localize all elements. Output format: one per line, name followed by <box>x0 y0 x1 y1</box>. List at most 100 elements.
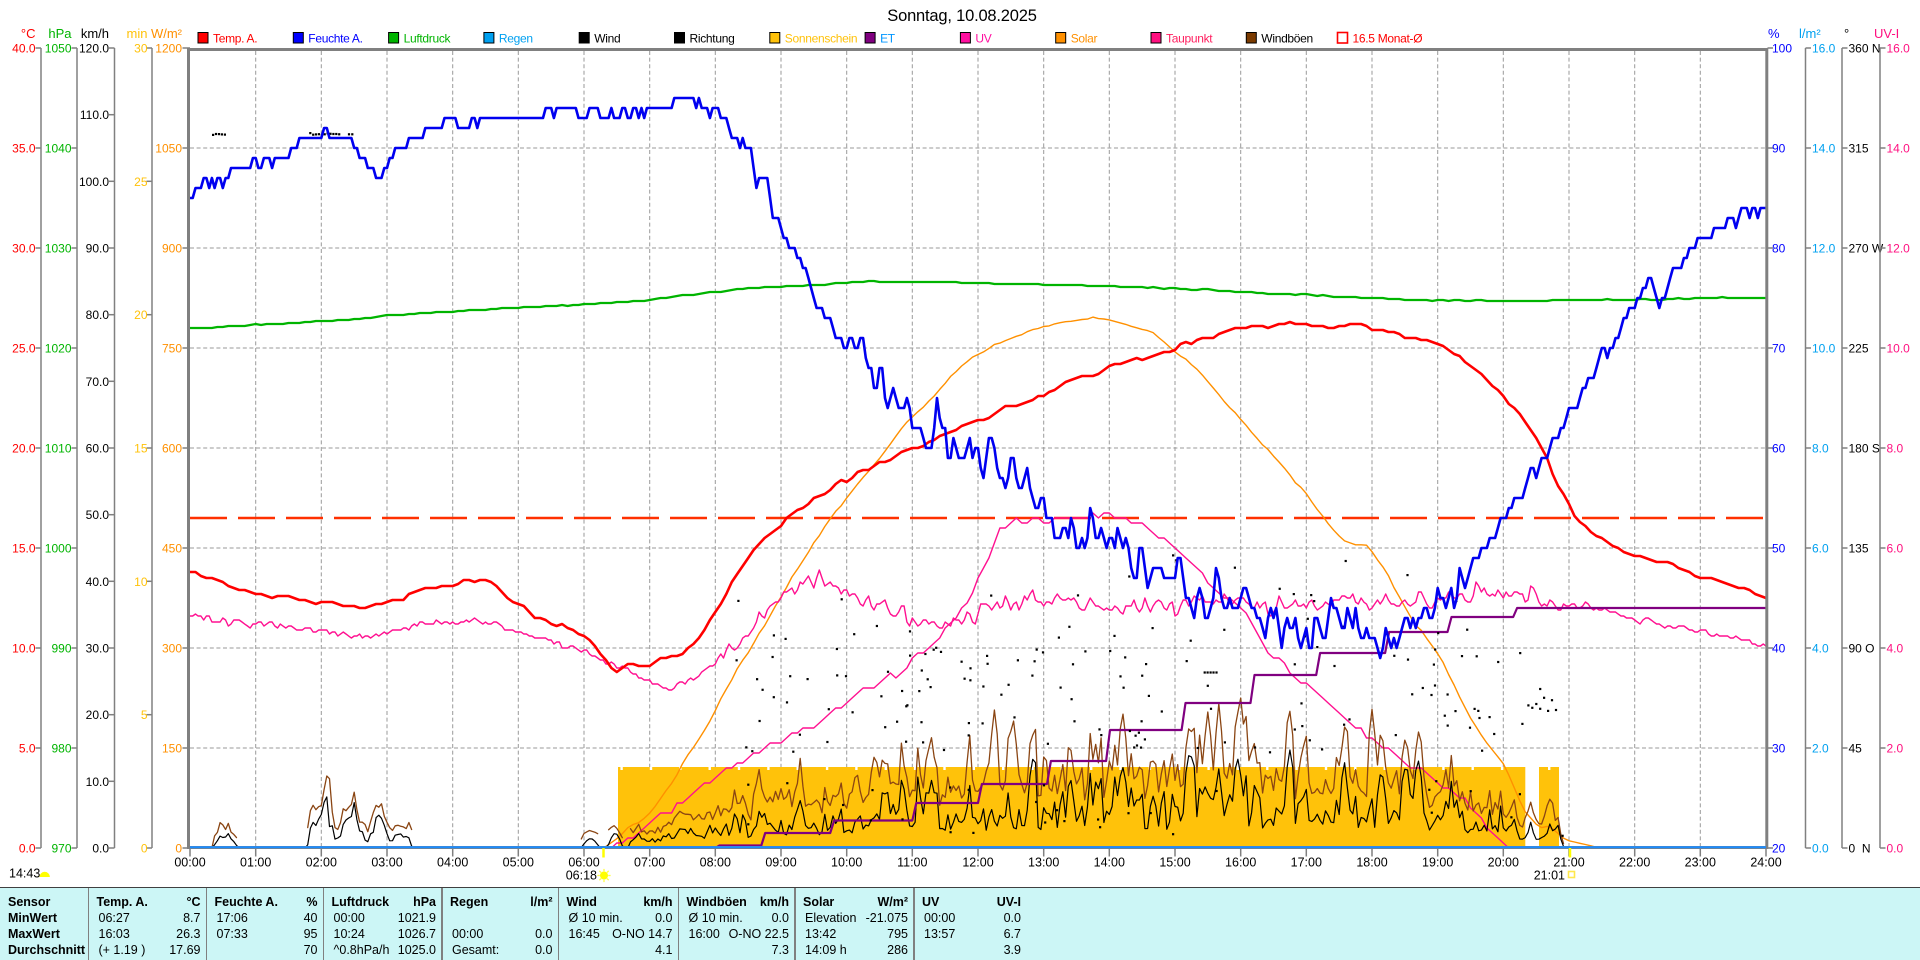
svg-text:06:00: 06:00 <box>568 856 599 870</box>
svg-text:22:00: 22:00 <box>1619 856 1650 870</box>
svg-text:110.0: 110.0 <box>80 108 109 122</box>
svg-text:10:00: 10:00 <box>831 856 862 870</box>
svg-text:970: 970 <box>51 842 71 856</box>
svg-text:1050: 1050 <box>155 142 182 156</box>
svg-text:°: ° <box>1844 26 1849 41</box>
svg-text:15.0: 15.0 <box>12 542 36 556</box>
svg-text:10: 10 <box>134 575 148 589</box>
svg-text:30: 30 <box>134 42 148 56</box>
svg-text:4.0: 4.0 <box>1812 642 1829 656</box>
svg-text:11:00: 11:00 <box>897 856 927 870</box>
svg-text:80.0: 80.0 <box>86 308 110 322</box>
svg-text:1030: 1030 <box>45 242 72 256</box>
svg-text:15: 15 <box>134 442 148 456</box>
svg-text:Luftdruck: Luftdruck <box>404 32 452 46</box>
svg-text:8.0: 8.0 <box>1812 442 1829 456</box>
svg-text:20:00: 20:00 <box>1488 856 1519 870</box>
svg-text:01:00: 01:00 <box>240 856 271 870</box>
svg-text:90.0: 90.0 <box>86 242 110 256</box>
svg-text:16.0: 16.0 <box>1812 42 1836 56</box>
svg-text:02:00: 02:00 <box>306 856 337 870</box>
svg-text:UV: UV <box>975 32 991 46</box>
svg-text:19:00: 19:00 <box>1422 856 1453 870</box>
svg-text:1010: 1010 <box>45 442 72 456</box>
svg-text:25: 25 <box>134 175 148 189</box>
svg-text:16.0: 16.0 <box>1887 42 1911 56</box>
svg-text:20.0: 20.0 <box>12 442 36 456</box>
svg-text:09:00: 09:00 <box>765 856 796 870</box>
svg-text:10.0: 10.0 <box>1812 342 1836 356</box>
svg-text:80: 80 <box>1772 242 1786 256</box>
svg-text:Temp. A.: Temp. A. <box>213 32 257 46</box>
svg-text:6.0: 6.0 <box>1887 542 1904 556</box>
svg-text:12:00: 12:00 <box>962 856 993 870</box>
svg-text:Sonntag, 10.08.2025: Sonntag, 10.08.2025 <box>887 7 1036 25</box>
svg-text:21:00: 21:00 <box>1553 856 1584 870</box>
svg-text:25.0: 25.0 <box>12 342 36 356</box>
svg-text:Taupunkt: Taupunkt <box>1166 32 1213 46</box>
svg-text:ET: ET <box>880 32 896 46</box>
svg-text:km/h: km/h <box>81 26 109 41</box>
svg-text:1000: 1000 <box>45 542 72 556</box>
svg-text:10.0: 10.0 <box>1887 342 1911 356</box>
svg-text:Wind: Wind <box>594 32 620 46</box>
svg-text:20: 20 <box>1772 842 1786 856</box>
svg-text:120.0: 120.0 <box>79 42 109 56</box>
svg-text:Regen: Regen <box>499 32 533 46</box>
svg-text:15:00: 15:00 <box>1159 856 1190 870</box>
svg-text:13:00: 13:00 <box>1028 856 1059 870</box>
svg-text:20: 20 <box>134 308 148 322</box>
svg-text:°C: °C <box>21 26 36 41</box>
svg-text:30: 30 <box>1772 742 1786 756</box>
svg-text:0.0: 0.0 <box>1887 842 1904 856</box>
svg-text:40: 40 <box>1772 642 1786 656</box>
svg-text:900: 900 <box>162 242 182 256</box>
svg-text:Richtung: Richtung <box>690 32 735 46</box>
svg-text:35.0: 35.0 <box>12 142 36 156</box>
svg-text:0: 0 <box>141 842 148 856</box>
svg-text:980: 980 <box>51 742 71 756</box>
svg-text:5.0: 5.0 <box>19 742 36 756</box>
svg-text:l/m²: l/m² <box>1799 26 1821 41</box>
svg-text:07:00: 07:00 <box>634 856 665 870</box>
svg-text:%: % <box>1768 26 1780 41</box>
svg-text:12.0: 12.0 <box>1812 242 1836 256</box>
svg-text:100.0: 100.0 <box>79 175 109 189</box>
svg-text:40.0: 40.0 <box>86 575 110 589</box>
svg-text:20.0: 20.0 <box>86 708 110 722</box>
svg-text:0.0: 0.0 <box>19 842 36 856</box>
svg-text:30.0: 30.0 <box>86 642 110 656</box>
svg-text:Windböen: Windböen <box>1261 32 1313 46</box>
svg-text:70: 70 <box>1772 342 1786 356</box>
svg-text:00:00: 00:00 <box>174 856 205 870</box>
svg-text:14:00: 14:00 <box>1094 856 1125 870</box>
svg-text:0 N: 0 N <box>1849 842 1871 856</box>
svg-text:17:00: 17:00 <box>1291 856 1322 870</box>
svg-text:16:00: 16:00 <box>1225 856 1256 870</box>
svg-text:45: 45 <box>1849 742 1863 756</box>
svg-text:1050: 1050 <box>45 42 72 56</box>
svg-text:6.0: 6.0 <box>1812 542 1829 556</box>
svg-text:100: 100 <box>1772 42 1792 56</box>
svg-text:40.0: 40.0 <box>12 42 36 56</box>
svg-text:2.0: 2.0 <box>1812 742 1829 756</box>
svg-text:8.0: 8.0 <box>1887 442 1904 456</box>
svg-text:UV-I: UV-I <box>1874 26 1899 41</box>
svg-text:50.0: 50.0 <box>86 508 110 522</box>
svg-text:21:01: 21:01 <box>1534 869 1565 883</box>
svg-text:1020: 1020 <box>45 342 72 356</box>
svg-text:135: 135 <box>1849 542 1869 556</box>
svg-text:04:00: 04:00 <box>437 856 468 870</box>
svg-text:750: 750 <box>162 342 182 356</box>
svg-text:03:00: 03:00 <box>371 856 402 870</box>
svg-text:270 W: 270 W <box>1849 242 1884 256</box>
svg-text:18:00: 18:00 <box>1356 856 1387 870</box>
svg-text:14.0: 14.0 <box>1812 142 1836 156</box>
svg-text:0.0: 0.0 <box>1812 842 1829 856</box>
svg-text:23:00: 23:00 <box>1685 856 1716 870</box>
svg-text:12.0: 12.0 <box>1887 242 1911 256</box>
svg-text:24:00: 24:00 <box>1750 856 1781 870</box>
svg-text:10.0: 10.0 <box>86 775 110 789</box>
svg-text:50: 50 <box>1772 542 1786 556</box>
svg-text:225: 225 <box>1849 342 1869 356</box>
